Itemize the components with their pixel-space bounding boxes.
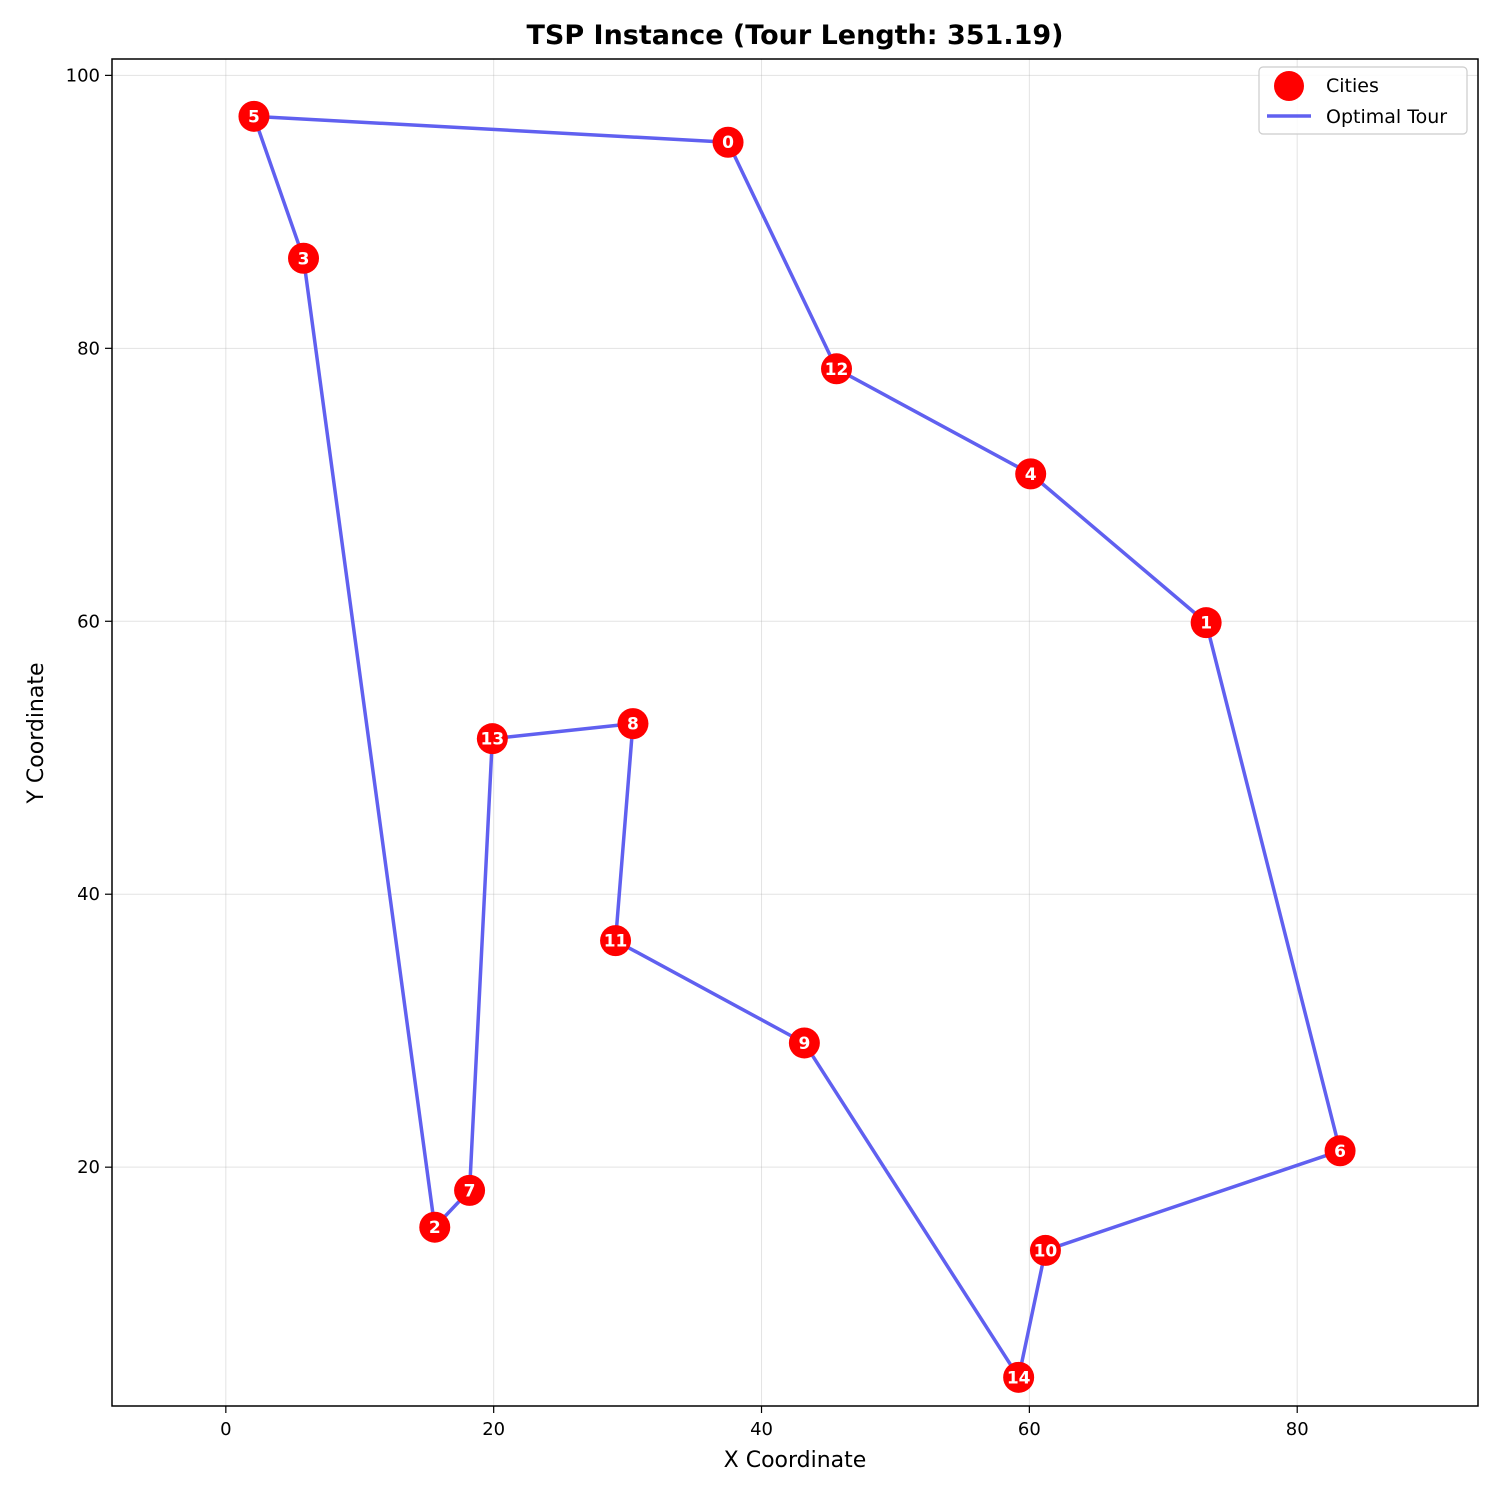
city-10: 10 — [1029, 1234, 1061, 1266]
y-tick-label: 60 — [77, 611, 100, 632]
city-label: 8 — [627, 715, 639, 735]
city-marker — [1003, 1361, 1035, 1393]
city-12: 12 — [821, 353, 853, 385]
city-11: 11 — [600, 925, 632, 957]
plot-frame — [111, 58, 1479, 1407]
city-8: 8 — [617, 708, 649, 740]
city-marker — [712, 126, 744, 158]
city-marker — [476, 723, 508, 755]
city-marker — [288, 242, 320, 274]
city-7: 7 — [454, 1174, 486, 1206]
city-5: 5 — [238, 100, 270, 132]
x-tick-label: 40 — [750, 1419, 773, 1440]
city-1: 1 — [1190, 607, 1222, 639]
city-label: 0 — [722, 133, 734, 153]
city-label: 4 — [1025, 465, 1037, 485]
city-14: 14 — [1003, 1361, 1035, 1393]
y-tick-label: 100 — [66, 65, 100, 86]
x-tick-label: 0 — [220, 1419, 231, 1440]
legend: Cities Optimal Tour — [1258, 66, 1468, 135]
city-4: 4 — [1015, 458, 1047, 490]
city-marker — [821, 353, 853, 385]
city-label: 13 — [481, 730, 505, 750]
x-tick-label: 60 — [1018, 1419, 1041, 1440]
city-marker — [1190, 607, 1222, 639]
city-label: 5 — [248, 107, 260, 127]
city-marker — [617, 708, 649, 740]
city-3: 3 — [288, 242, 320, 274]
city-label: 6 — [1334, 1142, 1346, 1162]
city-marker — [238, 100, 270, 132]
y-tick-label: 80 — [77, 338, 100, 359]
city-marker — [600, 925, 632, 957]
city-9: 9 — [788, 1027, 820, 1059]
tour-layer — [252, 114, 1342, 1380]
x-tick-label: 80 — [1286, 1419, 1309, 1440]
city-marker — [788, 1027, 820, 1059]
city-13: 13 — [476, 723, 508, 755]
tour-path — [252, 114, 1342, 1380]
city-label: 2 — [429, 1218, 441, 1238]
legend-tour-label: Optimal Tour — [1326, 106, 1447, 128]
city-label: 12 — [825, 360, 849, 380]
city-marker — [1324, 1135, 1356, 1167]
city-0: 0 — [712, 126, 744, 158]
city-6: 6 — [1324, 1135, 1356, 1167]
city-label: 14 — [1007, 1368, 1031, 1388]
grid — [112, 59, 1478, 1406]
city-label: 10 — [1034, 1241, 1058, 1261]
y-tick-label: 20 — [77, 1157, 100, 1178]
city-label: 11 — [604, 932, 628, 952]
legend-cities-marker — [1274, 71, 1304, 101]
city-marker — [454, 1174, 486, 1206]
city-label: 7 — [464, 1181, 476, 1201]
city-label: 9 — [798, 1034, 810, 1054]
y-axis-label: Y Coordinate — [24, 662, 49, 804]
city-label: 1 — [1200, 614, 1212, 634]
y-tick-label: 40 — [77, 884, 100, 905]
chart-title: TSP Instance (Tour Length: 351.19) — [526, 20, 1063, 51]
x-axis-label: X Coordinate — [724, 1448, 867, 1473]
city-marker — [1029, 1234, 1061, 1266]
legend-cities-label: Cities — [1326, 75, 1379, 97]
city-marker — [419, 1211, 451, 1243]
x-tick-label: 20 — [482, 1419, 505, 1440]
city-2: 2 — [419, 1211, 451, 1243]
city-marker — [1015, 458, 1047, 490]
city-label: 3 — [298, 249, 310, 269]
